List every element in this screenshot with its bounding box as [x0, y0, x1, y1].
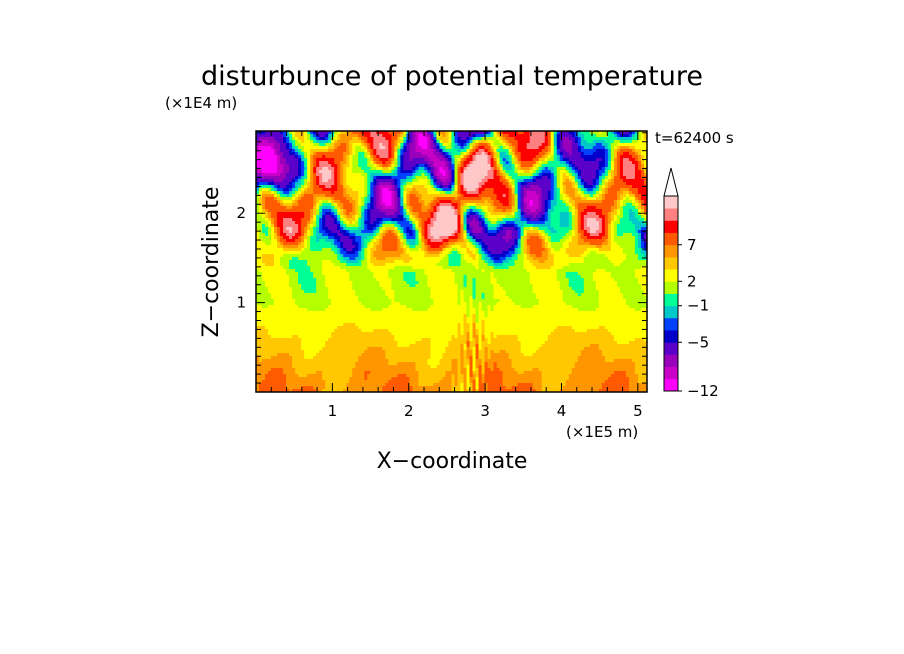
- colorbar: −12−5−127: [663, 167, 719, 400]
- colorbar-swatch: [664, 305, 678, 319]
- colorbar-swatch: [664, 220, 678, 233]
- colorbar-swatch: [664, 366, 678, 380]
- colorbar-label: 2: [687, 272, 697, 290]
- x-tick-label: 4: [557, 402, 567, 420]
- colorbar-swatch: [664, 378, 678, 392]
- y-unit-label: (×1E4 m): [165, 94, 237, 112]
- x-axis-label: X−coordinate: [377, 449, 528, 474]
- colorbar-swatch: [664, 196, 678, 209]
- colorbar-swatch: [664, 317, 678, 331]
- colorbar-label: −12: [687, 382, 719, 400]
- colorbar-swatch: [664, 232, 678, 246]
- x-unit-label: (×1E5 m): [566, 423, 638, 441]
- plot-frame: [255, 130, 648, 393]
- colorbar-label: −5: [687, 333, 709, 351]
- colorbar-label: 7: [687, 236, 697, 254]
- time-label: t=62400 s: [655, 129, 734, 147]
- colorbar-swatch: [664, 293, 678, 307]
- colorbar-swatch: [664, 208, 678, 221]
- colorbar-swatch: [664, 354, 678, 368]
- x-tick-label: 2: [404, 402, 414, 420]
- colorbar-extend-arrow: [663, 167, 679, 197]
- x-tick-label: 5: [633, 402, 643, 420]
- contour-field: [256, 131, 647, 392]
- y-axis-ticks: 12: [236, 132, 647, 384]
- colorbar-swatch: [664, 244, 678, 258]
- colorbar-label: −1: [687, 297, 709, 315]
- x-tick-label: 3: [480, 402, 490, 420]
- colorbar-swatch: [664, 330, 678, 343]
- colorbar-swatch: [664, 256, 678, 270]
- chart-title: disturbunce of potential temperature: [201, 61, 703, 92]
- colorbar-swatch: [664, 269, 678, 282]
- x-axis-ticks: 1 2 3 4 5: [270, 131, 643, 420]
- x-tick-label: 1: [328, 402, 338, 420]
- colorbar-swatch: [664, 342, 678, 355]
- colorbar-swatch: [664, 281, 678, 294]
- y-axis-label: Z−coordinate: [199, 187, 224, 338]
- y-tick-label: 1: [236, 294, 246, 312]
- y-tick-label: 2: [236, 204, 246, 222]
